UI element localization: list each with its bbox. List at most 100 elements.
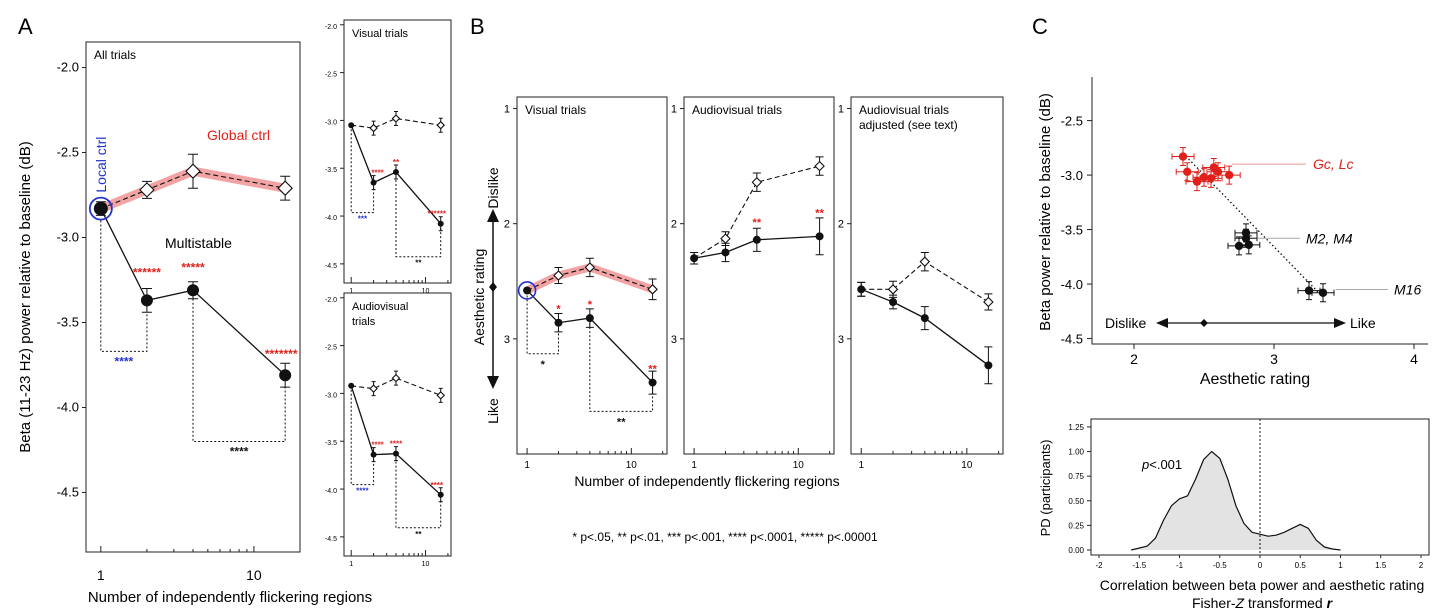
y-tick-label: -4.0 bbox=[325, 488, 337, 495]
y-tick-label: 3 bbox=[671, 334, 677, 346]
y-tick-label: -2.0 bbox=[325, 297, 337, 304]
y-tick-label: -4.5 bbox=[325, 536, 337, 543]
y-tick-label: -3.0 bbox=[325, 392, 337, 399]
y-tick-label: 3 bbox=[504, 334, 510, 346]
marker-filled-circle bbox=[348, 122, 355, 129]
panel-title: Audiovisual bbox=[352, 301, 408, 313]
x-axis-label-part: Z bbox=[1235, 595, 1245, 611]
rating-arrow-up bbox=[487, 209, 499, 222]
rating-arrow-left bbox=[1156, 318, 1168, 328]
y-tick-label: 2 bbox=[671, 219, 677, 231]
label-local-ctrl: Local ctrl bbox=[93, 137, 109, 193]
x-tick-label: -2 bbox=[1095, 561, 1103, 570]
marker-filled-circle bbox=[348, 382, 355, 389]
sig-bracket bbox=[395, 457, 442, 529]
sig-bracket bbox=[526, 295, 559, 355]
chart-b-audiovisual-trials: Audiovisual trials 1 2 3 1 10 ** ** bbox=[671, 96, 835, 471]
panel-title: Audiovisual trials bbox=[859, 103, 949, 117]
y-axis-label: Beta (11-23 Hz) power relative to baseli… bbox=[17, 141, 34, 453]
y-tick-label: -2.5 bbox=[1061, 114, 1083, 129]
plot-frame bbox=[343, 292, 452, 557]
x-axis-label-2: Fisher-Z transformed r bbox=[1192, 595, 1334, 611]
sig-stars: **** bbox=[390, 440, 403, 449]
series-line-solid bbox=[860, 288, 989, 366]
y-axis-label: Beta power relative to baseline (dB) bbox=[1037, 93, 1054, 331]
scatter-point bbox=[1241, 234, 1251, 243]
marker-filled-circle bbox=[752, 235, 761, 244]
marker-open-diamond bbox=[553, 270, 564, 281]
marker-open-diamond bbox=[436, 391, 445, 400]
y-tick-label: -3.5 bbox=[57, 315, 79, 330]
sig-stars: ** bbox=[753, 217, 762, 229]
label-global-ctrl: Global ctrl bbox=[207, 127, 270, 143]
marker-filled-circle bbox=[857, 285, 866, 294]
marker-open-diamond bbox=[751, 176, 763, 188]
y-tick-label: -2.0 bbox=[325, 24, 337, 31]
marker-filled-circle bbox=[984, 361, 993, 370]
y-tick-label: -3.5 bbox=[325, 440, 337, 447]
y-tick-label: 1 bbox=[671, 104, 677, 116]
x-axis-label-part: transformed bbox=[1244, 595, 1326, 611]
x-axis-label: Number of independently flickering regio… bbox=[574, 473, 839, 489]
marker-filled-circle bbox=[721, 248, 730, 257]
y-tick-label: -4.5 bbox=[325, 263, 337, 270]
local-ctrl-ring bbox=[517, 281, 537, 300]
marker-filled-circle bbox=[585, 314, 594, 323]
scatter-point bbox=[1206, 174, 1216, 183]
sig-stars: ***** bbox=[181, 261, 205, 275]
density-area bbox=[1131, 451, 1341, 550]
panel-title: adjusted (see text) bbox=[859, 118, 958, 132]
label-gc-lc: Gc, Lc bbox=[1313, 156, 1353, 172]
x-tick-label: 1 bbox=[858, 460, 864, 471]
x-tick-label: 10 bbox=[422, 561, 430, 568]
x-tick-label: 0.5 bbox=[1295, 561, 1307, 570]
scatter-point bbox=[1192, 177, 1202, 186]
marker-open-diamond bbox=[277, 180, 293, 196]
x-tick-label: 10 bbox=[793, 460, 805, 471]
panel-title: Visual trials bbox=[352, 28, 409, 40]
marker-filled-circle bbox=[523, 286, 532, 295]
y-tick-label: -3.5 bbox=[325, 167, 337, 174]
marker-filled-circle bbox=[815, 232, 824, 241]
y-tick-label: 0.50 bbox=[1068, 497, 1084, 506]
marker-filled-circle bbox=[920, 314, 929, 323]
sig-stars: **** bbox=[430, 481, 443, 490]
x-axis-label: Correlation between beta power and aesth… bbox=[1100, 577, 1425, 593]
sig-stars: ** bbox=[617, 416, 626, 428]
x-tick-label: 1 bbox=[349, 561, 353, 568]
chart-a-visual-trials: Visual trials -2.0 -2.5 -3.0 -3.5 -4.0 -4.5 1 10… bbox=[325, 19, 452, 295]
panel-letter-a: A bbox=[18, 14, 33, 39]
label-m16: M16 bbox=[1394, 282, 1421, 298]
series-line-dashed bbox=[861, 260, 989, 303]
marker-open-diamond bbox=[584, 262, 596, 273]
sig-stars: ******* bbox=[265, 347, 298, 361]
y-tick-label: 0.25 bbox=[1068, 521, 1084, 530]
sig-bracket bbox=[100, 220, 148, 352]
marker-open-diamond bbox=[185, 163, 201, 179]
marker-filled-circle bbox=[370, 179, 377, 186]
footnote: * p<.05, ** p<.01, *** p<.001, **** p<.0… bbox=[572, 530, 878, 544]
x-axis-label: Aesthetic rating bbox=[1200, 371, 1310, 388]
panel-title: All trials bbox=[94, 48, 136, 62]
series-line-dashed bbox=[100, 170, 286, 210]
p-value-annotation: p<.001 bbox=[1141, 457, 1182, 472]
x-tick-label: 0 bbox=[1258, 561, 1263, 570]
x-tick-label: 10 bbox=[246, 567, 262, 583]
scatter-point bbox=[1183, 167, 1192, 177]
sig-stars: ** bbox=[648, 364, 657, 376]
y-tick-label: -3.5 bbox=[1061, 223, 1083, 238]
y-tick-label: -4.0 bbox=[1061, 277, 1083, 292]
sig-stars: ** bbox=[815, 207, 824, 219]
x-tick-label: -1.5 bbox=[1132, 561, 1146, 570]
panel-title: trials bbox=[352, 316, 376, 328]
x-axis-label: Number of independently flickering regio… bbox=[88, 589, 372, 606]
y-tick-label: 0.00 bbox=[1068, 546, 1084, 555]
sig-stars: **** bbox=[115, 354, 134, 368]
y-tick-label: -2.0 bbox=[57, 60, 79, 75]
axes bbox=[1091, 77, 1428, 345]
plot-frame bbox=[516, 96, 668, 455]
chart-a-audiovisual-trials: Audiovisual trials -2.0 -2.5 -3.0 -3.5 -4.0 -4.… bbox=[325, 292, 452, 568]
marker-filled-circle bbox=[889, 297, 898, 306]
